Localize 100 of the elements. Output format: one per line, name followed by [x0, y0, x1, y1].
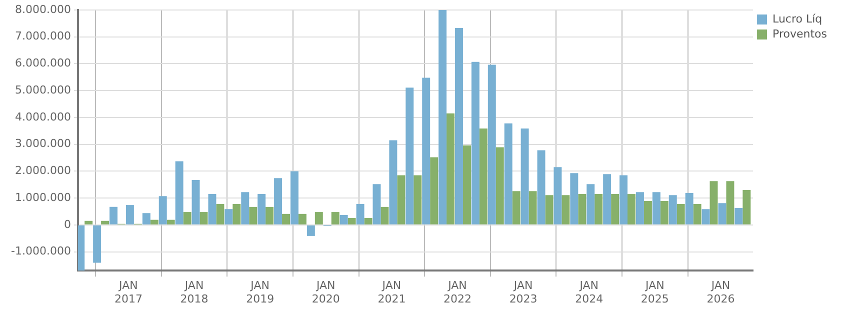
bar — [192, 180, 200, 224]
bar — [142, 213, 150, 224]
bar — [306, 225, 315, 236]
bar — [693, 204, 702, 224]
bar — [537, 150, 546, 224]
bar — [438, 10, 447, 224]
bar — [150, 220, 158, 224]
bar — [274, 178, 282, 224]
bar — [611, 194, 620, 224]
bar — [620, 175, 628, 224]
bar — [734, 208, 743, 224]
bar — [578, 194, 586, 224]
bar — [340, 214, 348, 224]
y-tick-label: 6.000.000 — [14, 56, 71, 70]
bar — [166, 220, 175, 224]
bar — [710, 181, 718, 224]
bar — [101, 220, 110, 224]
x-tick-label: JAN 2022 — [444, 279, 472, 306]
x-tick-label: JAN 2021 — [378, 279, 406, 306]
bar — [528, 191, 537, 224]
legend-label: Lucro Líq — [772, 12, 822, 26]
bar — [554, 167, 562, 224]
bar — [462, 145, 471, 224]
bar — [742, 190, 751, 224]
bar — [446, 113, 455, 224]
x-tick-label: JAN 2020 — [312, 279, 340, 306]
bar — [397, 175, 406, 224]
bar — [512, 191, 520, 224]
legend-label: Proventos — [772, 27, 828, 40]
bar — [224, 209, 233, 224]
bar — [241, 192, 250, 224]
bar — [603, 174, 612, 224]
y-tick-label: 2.000.000 — [14, 164, 71, 178]
bar — [208, 194, 216, 224]
bar — [249, 206, 258, 224]
bar — [93, 225, 102, 263]
y-tick-label: -1.000.000 — [11, 244, 71, 258]
bar — [84, 220, 93, 224]
bar — [331, 212, 340, 224]
x-tick-label: JAN 2018 — [180, 279, 208, 306]
bar — [406, 88, 414, 224]
bar — [586, 184, 595, 224]
bar — [216, 204, 224, 224]
bar — [78, 225, 85, 271]
y-tick-label: 5.000.000 — [14, 83, 71, 96]
bar — [479, 128, 488, 224]
bar — [668, 195, 677, 224]
y-tick-label: 3.000.000 — [14, 137, 71, 150]
bar — [702, 209, 710, 224]
y-tick-label: 4.000.000 — [14, 110, 71, 124]
bar — [290, 171, 298, 224]
x-tick-label: JAN 2025 — [640, 279, 669, 306]
bar — [676, 204, 685, 224]
bar — [380, 206, 389, 224]
x-tick-label: JAN 2017 — [114, 279, 142, 306]
bar — [364, 218, 372, 224]
bar — [520, 128, 529, 224]
y-tick-label: 0 — [64, 218, 71, 231]
bar — [183, 212, 192, 224]
y-tick-label: 7.000.000 — [14, 30, 71, 43]
bar — [570, 173, 578, 224]
bar — [110, 206, 118, 224]
x-tick-label: JAN 2023 — [509, 279, 538, 306]
bar — [496, 147, 504, 224]
bar — [414, 175, 422, 224]
bar — [636, 192, 644, 224]
bar — [356, 204, 364, 224]
bar — [545, 195, 554, 224]
bar — [455, 28, 463, 224]
bar — [158, 196, 167, 224]
bar — [718, 203, 726, 224]
bar — [282, 214, 290, 224]
bar — [562, 195, 570, 224]
bar — [652, 192, 660, 224]
bar — [314, 212, 323, 224]
x-tick-label: JAN 2024 — [575, 279, 604, 306]
bar — [504, 123, 512, 224]
bar — [372, 184, 381, 224]
bar — [175, 161, 184, 224]
bar — [422, 78, 430, 224]
bar — [348, 218, 356, 224]
bar — [488, 64, 496, 224]
bar — [200, 212, 208, 224]
bar — [471, 62, 480, 224]
bar — [232, 204, 241, 224]
bar — [430, 157, 438, 224]
bar — [685, 192, 694, 224]
bar — [298, 214, 306, 224]
bar — [644, 201, 652, 224]
bar — [126, 205, 134, 224]
bar — [266, 206, 274, 224]
x-tick-label: JAN 2019 — [246, 279, 274, 306]
y-tick-label: 8.000.000 — [14, 2, 71, 16]
bar — [726, 181, 734, 224]
x-tick-label: JAN 2026 — [706, 279, 735, 306]
bar — [258, 194, 266, 224]
bar — [594, 194, 603, 224]
bar — [389, 140, 398, 224]
y-tick-label: 1.000.000 — [14, 190, 71, 204]
bar — [660, 201, 668, 224]
